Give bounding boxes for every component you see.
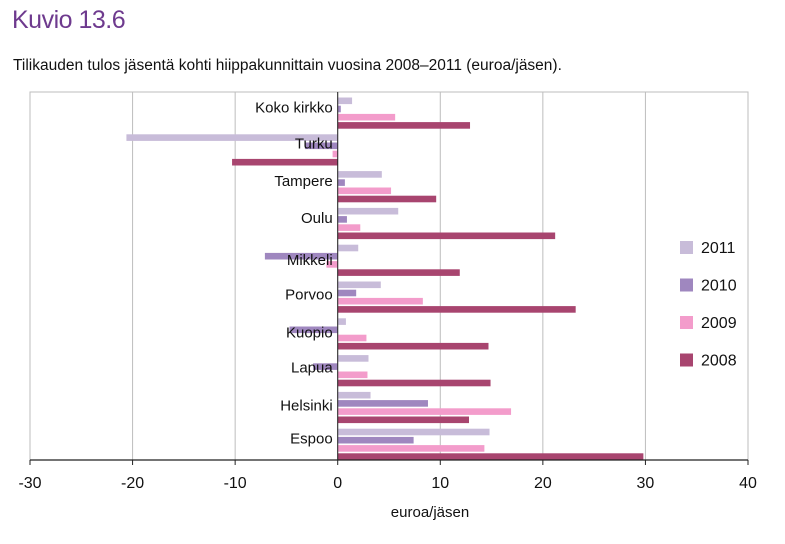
bar-turku-2011 xyxy=(126,134,338,141)
bar-espoo-2010 xyxy=(337,436,414,444)
bar-turku-2009 xyxy=(332,150,338,158)
category-label: Porvoo xyxy=(285,286,333,303)
x-tick-label: -20 xyxy=(121,475,144,492)
legend-label-2008: 2008 xyxy=(701,353,737,370)
category-label: Lapua xyxy=(291,359,333,376)
bar-oulu-2011 xyxy=(337,207,399,215)
bar-tampere-2011 xyxy=(337,171,382,178)
category-label: Kuopio xyxy=(286,325,333,342)
bar-koko-kirkko-2010 xyxy=(337,105,341,113)
bar-mikkeli-2008 xyxy=(337,269,460,276)
bar-lapua-2011 xyxy=(337,355,369,362)
bar-espoo-2009 xyxy=(337,445,485,452)
bar-koko-kirkko-2011 xyxy=(337,97,353,105)
bar-lapua-2009 xyxy=(337,371,368,379)
bar-kuopio-2008 xyxy=(337,342,489,350)
bar-porvoo-2009 xyxy=(337,297,423,305)
category-label: Oulu xyxy=(301,210,333,227)
category-label: Mikkeli xyxy=(287,252,333,269)
bar-tampere-2008 xyxy=(337,195,437,203)
bar-tampere-2009 xyxy=(337,187,392,195)
category-label: Helsinki xyxy=(280,398,333,415)
bar-mikkeli-2011 xyxy=(337,244,359,252)
bar-oulu-2008 xyxy=(337,232,556,240)
x-tick-label: -30 xyxy=(18,475,41,492)
bar-helsinki-2010 xyxy=(337,400,428,407)
x-axis-label: euroa/jäsen xyxy=(391,504,469,521)
bar-espoo-2008 xyxy=(337,453,644,460)
x-tick-label: 10 xyxy=(431,475,449,492)
bar-turku-2010 xyxy=(304,142,338,150)
bar-tampere-2010 xyxy=(337,179,345,186)
bar-koko-kirkko-2008 xyxy=(337,122,471,129)
x-tick-label: 30 xyxy=(637,475,655,492)
bar-espoo-2011 xyxy=(337,428,490,436)
category-label: Espoo xyxy=(290,431,333,448)
legend-swatch-2008 xyxy=(680,353,693,367)
bar-kuopio-2010 xyxy=(289,326,338,334)
bar-porvoo-2010 xyxy=(337,289,357,297)
x-tick-label: 20 xyxy=(534,475,552,492)
bar-kuopio-2009 xyxy=(337,334,367,342)
legend-swatch-2009 xyxy=(680,316,693,329)
bar-helsinki-2008 xyxy=(337,416,470,424)
bar-kuopio-2011 xyxy=(337,318,346,325)
chart-title: Tilikauden tulos jäsentä kohti hiippakun… xyxy=(13,57,562,74)
bar-helsinki-2009 xyxy=(337,408,512,415)
x-tick-label: 0 xyxy=(333,475,342,492)
bar-koko-kirkko-2009 xyxy=(337,113,396,121)
bar-turku-2008 xyxy=(232,158,338,166)
bar-oulu-2009 xyxy=(337,224,361,231)
bar-lapua-2010 xyxy=(313,363,338,370)
bar-oulu-2010 xyxy=(337,216,347,223)
x-tick-label: 40 xyxy=(739,475,757,492)
figure-label: Kuvio 13.6 xyxy=(12,6,126,34)
legend-label-2009: 2009 xyxy=(701,315,737,332)
legend-swatch-2010 xyxy=(680,278,693,292)
bar-porvoo-2011 xyxy=(337,281,381,289)
bar-mikkeli-2010 xyxy=(264,252,338,260)
x-tick-label: -10 xyxy=(224,475,247,492)
legend-label-2010: 2010 xyxy=(701,278,737,295)
legend-label-2011: 2011 xyxy=(701,240,736,257)
legend-swatch-2011 xyxy=(680,241,693,254)
bar-lapua-2008 xyxy=(337,379,491,387)
category-label: Tampere xyxy=(274,173,332,190)
bar-helsinki-2011 xyxy=(337,391,371,399)
bar-mikkeli-2009 xyxy=(326,261,338,268)
category-label: Koko kirkko xyxy=(255,99,333,116)
bar-porvoo-2008 xyxy=(337,306,576,313)
category-label: Turku xyxy=(295,136,333,153)
